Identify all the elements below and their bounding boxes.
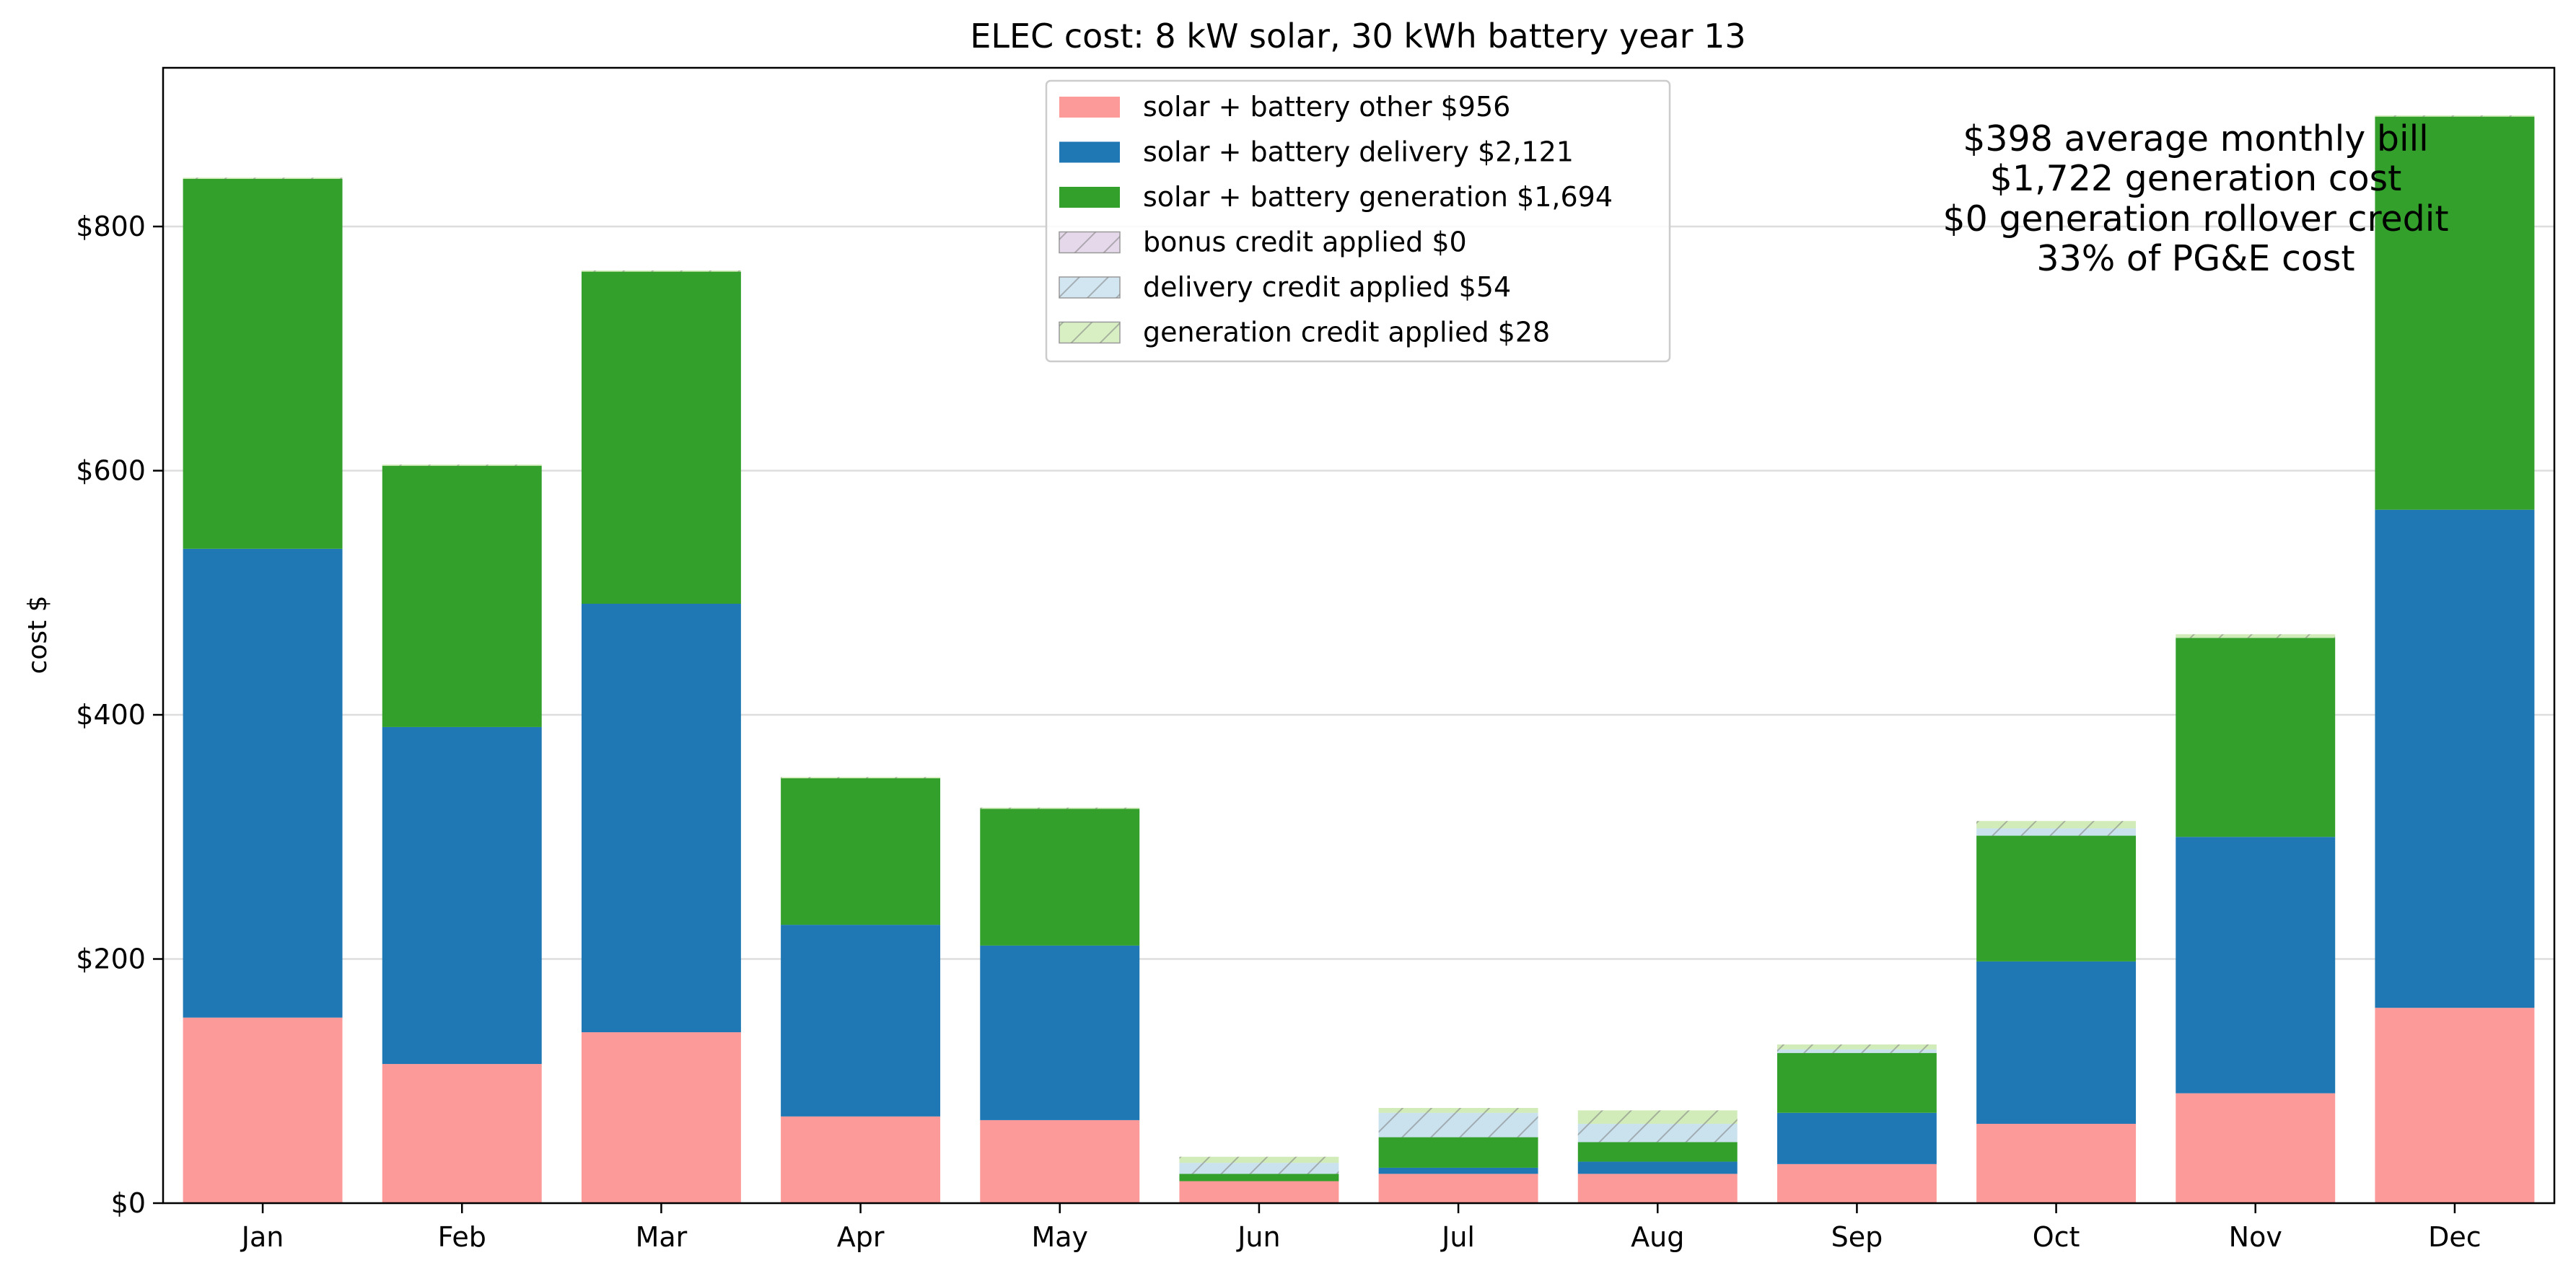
bar-segment (1777, 1052, 1937, 1113)
x-axis: Jan Feb Mar Apr May Jun Jul Aug Sep Oct Nov Dec (240, 1203, 2481, 1253)
bar-segment (1976, 835, 2137, 962)
y-tick-label: $400 (76, 699, 146, 731)
annotation-line: $1,722 generation cost (1990, 158, 2402, 199)
x-tick-label: Jun (1236, 1221, 1280, 1253)
bar-segment (1179, 1181, 1339, 1203)
legend-swatch (1059, 141, 1120, 163)
bar-segment (1777, 1112, 1937, 1164)
y-tick-label: $200 (76, 943, 146, 975)
bar-segment-hatch (1378, 1107, 1538, 1113)
bar-segment-hatch (1976, 821, 2137, 829)
bar-segment-hatch (1378, 1112, 1538, 1138)
bar-segment (1179, 1174, 1339, 1182)
bar-segment (980, 1119, 1140, 1203)
legend-swatch-hatch (1059, 232, 1120, 253)
bar-segment (183, 1017, 343, 1203)
x-tick-label: Jan (240, 1221, 284, 1253)
bar-segment (581, 1032, 741, 1203)
bar-segment (2176, 837, 2336, 1094)
bar-segment (980, 945, 1140, 1120)
bar-segment (382, 465, 542, 727)
legend: solar + battery other $956 solar + batter… (1045, 79, 1671, 363)
bar-segment-hatch (1777, 1049, 1937, 1053)
bar-segment-hatch (1577, 1123, 1738, 1143)
bar-segment-hatch (2176, 634, 2336, 638)
bar-segment (2375, 509, 2535, 1008)
legend-swatch-hatch (1059, 322, 1120, 343)
bar-segment (2176, 638, 2336, 837)
x-tick-label: Apr (837, 1221, 885, 1253)
bar-segment (183, 179, 343, 549)
legend-label: solar + battery other $956 (1143, 91, 1510, 123)
bar-segment (1378, 1174, 1538, 1203)
legend-frame (1045, 79, 1671, 363)
bar-segment-hatch (581, 270, 741, 272)
bar-segment (980, 809, 1140, 946)
x-tick-label: Jul (1440, 1221, 1475, 1253)
bar-segment (781, 925, 941, 1117)
bar-segment-hatch (1179, 1156, 1339, 1163)
bar-segment (382, 726, 542, 1065)
bar-segment-hatch (1179, 1163, 1339, 1174)
bar-segment-hatch (183, 177, 343, 180)
legend-swatch (1059, 97, 1120, 118)
legend-swatch (1059, 187, 1120, 208)
legend-label: solar + battery generation $1,694 (1143, 181, 1613, 213)
y-tick-label: $0 (111, 1187, 146, 1219)
bar-segment (581, 271, 741, 604)
bar-segment (1577, 1174, 1738, 1203)
y-tick-label: $600 (76, 455, 146, 487)
bar-segment (1976, 1123, 2137, 1203)
bar-segment-hatch (980, 807, 1140, 809)
legend-label: solar + battery delivery $2,121 (1143, 136, 1574, 168)
x-tick-label: May (1031, 1221, 1088, 1253)
legend-label: generation credit applied $28 (1143, 317, 1550, 348)
bar-segment (1577, 1161, 1738, 1174)
bar-segment-hatch (382, 465, 542, 466)
legend-label: bonus credit applied $0 (1143, 226, 1467, 258)
x-tick-label: Aug (1631, 1221, 1684, 1253)
bar-segment (1378, 1167, 1538, 1174)
bar-segment (1777, 1163, 1937, 1203)
bar-segment (382, 1064, 542, 1203)
legend-label: delivery credit applied $54 (1143, 271, 1511, 303)
bar-segment (2375, 1008, 2535, 1203)
x-tick-label: Nov (2229, 1221, 2282, 1253)
bar-segment (781, 1116, 941, 1203)
bar-segment (2375, 116, 2535, 510)
annotation-line: $398 average monthly bill (1963, 118, 2429, 159)
bar-segment (2176, 1093, 2336, 1203)
bar-segment (1976, 961, 2137, 1124)
y-axis-label: cost $ (23, 595, 53, 674)
x-tick-label: Mar (636, 1221, 688, 1253)
annotation-line: 33% of PG&E cost (2036, 238, 2354, 279)
x-tick-label: Feb (438, 1221, 486, 1253)
annotation-line: $0 generation rollover credit (1942, 198, 2448, 239)
summary-annotations: $398 average monthly bill $1,722 generat… (1942, 118, 2448, 279)
y-axis: $0 $200 $400 $600 $800 (76, 211, 163, 1219)
x-tick-label: Dec (2428, 1221, 2481, 1253)
bar-segment-hatch (1577, 1110, 1738, 1124)
bar-segment-hatch (2375, 115, 2535, 117)
bar-segment (581, 603, 741, 1033)
bar-segment (1378, 1137, 1538, 1168)
plot-frame (162, 66, 2556, 1205)
bar-segment (1577, 1142, 1738, 1162)
x-tick-label: Sep (1831, 1221, 1883, 1253)
bar-segment-hatch (1777, 1044, 1937, 1050)
legend-swatch-hatch (1059, 277, 1120, 298)
bar-segment-hatch (1976, 828, 2137, 836)
chart-title: ELEC cost: 8 kW solar, 30 kWh battery ye… (970, 17, 1745, 56)
bar-segment (183, 548, 343, 1018)
x-tick-label: Oct (2033, 1221, 2080, 1253)
bars (183, 115, 2535, 1203)
bar-segment-hatch (781, 777, 941, 779)
bar-segment (781, 778, 941, 925)
y-tick-label: $800 (76, 211, 146, 242)
